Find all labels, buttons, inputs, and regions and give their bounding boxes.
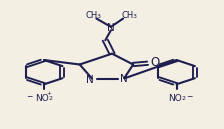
Text: 2: 2 bbox=[181, 96, 185, 101]
Text: CH: CH bbox=[85, 11, 98, 20]
Text: 3: 3 bbox=[96, 14, 100, 18]
Text: CH: CH bbox=[121, 11, 134, 20]
Text: N: N bbox=[120, 74, 128, 84]
Text: NO: NO bbox=[169, 94, 182, 103]
Text: −: − bbox=[186, 92, 193, 101]
Text: +: + bbox=[47, 91, 51, 96]
Text: N: N bbox=[86, 75, 94, 85]
Text: N: N bbox=[107, 23, 115, 33]
Text: O: O bbox=[150, 56, 159, 69]
Text: NO: NO bbox=[35, 94, 49, 103]
Text: 3: 3 bbox=[132, 14, 136, 18]
Text: −: − bbox=[26, 92, 33, 101]
Text: 2: 2 bbox=[48, 96, 52, 101]
